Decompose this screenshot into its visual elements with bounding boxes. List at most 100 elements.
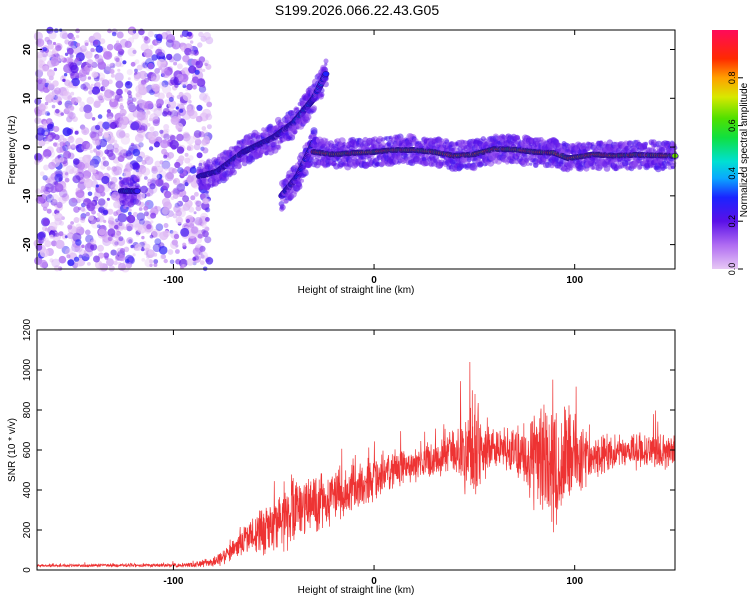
spectrogram-cell	[81, 244, 85, 249]
spectrogram-cell	[115, 163, 123, 171]
spectrogram-cell	[62, 78, 66, 83]
spectrogram-cell	[65, 248, 73, 257]
spectrogram-cell	[123, 246, 130, 253]
spectrogram-cell	[85, 211, 91, 217]
spectrogram-cell	[116, 237, 122, 242]
spectrogram-cell	[89, 149, 94, 154]
spectrogram-cell	[118, 254, 126, 262]
spectrogram-cell	[75, 260, 82, 268]
spectrogram-cell	[90, 243, 98, 251]
spectrogram-cell	[45, 111, 50, 116]
spectrogram-cell	[138, 70, 148, 80]
spectrogram-cell	[188, 65, 197, 74]
spectrogram-cell	[283, 199, 289, 204]
spectrogram-cell	[94, 40, 98, 45]
spectrogram-cell	[42, 65, 49, 73]
spectrogram-cell	[134, 68, 138, 73]
spectrogram-cell	[70, 64, 79, 74]
spectrogram-cell	[44, 36, 50, 43]
spectrogram-cell	[190, 195, 196, 201]
spectrogram-cell	[73, 170, 79, 176]
x-tick-label: -100	[163, 275, 183, 286]
spectrogram-cell	[55, 169, 63, 177]
spectrogram-cell	[141, 110, 146, 115]
spectrogram-cell	[35, 132, 44, 141]
spectrogram-cell	[39, 248, 49, 258]
spectrogram-cell	[78, 206, 82, 211]
spectrogram-cell	[115, 60, 122, 67]
spectrogram-cell	[66, 144, 72, 150]
spectrogram-cell	[96, 72, 106, 82]
spectrogram-cell	[161, 161, 171, 171]
spectrogram-cell	[102, 156, 106, 161]
spectrogram-cell	[169, 259, 175, 265]
spectrogram-cell	[171, 239, 178, 246]
spectrogram-cell	[71, 36, 76, 41]
spectrogram-cell	[122, 60, 127, 65]
spectrogram-cell	[164, 172, 174, 182]
spectrogram-cell	[47, 112, 51, 116]
spectrogram-cell	[163, 154, 168, 159]
spectrogram-cell	[79, 216, 84, 221]
spectrogram-cell	[177, 167, 184, 174]
spectrogram-cell	[38, 237, 45, 244]
spectrogram-cell	[140, 112, 149, 121]
spectrogram-cell	[181, 29, 189, 37]
spectrogram-cell	[55, 45, 62, 52]
spectrogram-cell	[51, 104, 56, 109]
y-tick-label: 800	[22, 401, 33, 418]
spectrogram-cell	[90, 239, 97, 246]
spectrogram-cell	[198, 162, 203, 167]
spectrogram-cell	[130, 244, 134, 249]
spectrogram-cell	[170, 116, 180, 125]
spectrogram-cell	[174, 202, 180, 208]
spectrogram-cell	[155, 223, 164, 231]
spectrogram-cell	[80, 83, 87, 90]
spectrogram-cell	[45, 177, 51, 184]
spectrogram-cell	[119, 105, 125, 110]
spectrogram-cell	[152, 83, 160, 92]
spectrogram-cell	[148, 117, 153, 122]
spectrogram-cell	[204, 62, 208, 67]
spectrogram-cell	[186, 105, 192, 111]
spectrogram-cell	[64, 172, 69, 176]
spectrogram-cell	[132, 253, 136, 257]
spectrogram-cell	[182, 92, 192, 101]
spectrogram-cell	[140, 185, 149, 194]
spectrogram-cell	[141, 258, 146, 262]
spectrogram-cell	[54, 28, 59, 33]
spectrogram-cell	[310, 156, 314, 160]
spectrogram-cell	[71, 166, 78, 174]
spectrogram-cell	[134, 133, 144, 143]
spectrogram-cell	[96, 212, 101, 217]
spectrogram-cell	[180, 265, 185, 270]
spectrogram-cell	[184, 157, 191, 164]
spectrogram-cell	[107, 236, 113, 242]
spectrogram-cell	[128, 104, 137, 113]
spectrogram-cell	[64, 177, 70, 183]
spectrogram-cell	[151, 172, 160, 181]
spectrogram-cell	[36, 232, 46, 241]
spectrogram-cell	[155, 34, 163, 41]
spectrogram-cell	[98, 138, 108, 148]
spectrogram-cell	[44, 131, 49, 136]
spectrogram-cell	[169, 74, 175, 80]
spectrogram-cell	[144, 251, 149, 256]
spectrogram-cell	[85, 229, 91, 236]
spectrogram-cell	[147, 62, 154, 70]
spectrogram-cell	[51, 258, 61, 268]
spectrogram-cell	[178, 91, 184, 97]
spectrogram-cell	[146, 192, 151, 197]
spectrogram-cell	[113, 224, 119, 230]
spectrogram-cell	[166, 92, 173, 99]
spectrogram-cell	[95, 184, 99, 188]
spectrogram-cell	[202, 230, 209, 238]
spectrogram-cell	[91, 117, 96, 121]
spectrogram-cell	[95, 124, 101, 130]
spectrogram-cell	[83, 176, 90, 183]
y-tick-label: 10	[22, 92, 33, 104]
spectrogram-cell	[103, 66, 112, 75]
spectrogram-cell	[155, 102, 160, 108]
spectrogram-cell	[117, 68, 121, 72]
spectrogram-cell	[54, 232, 60, 237]
